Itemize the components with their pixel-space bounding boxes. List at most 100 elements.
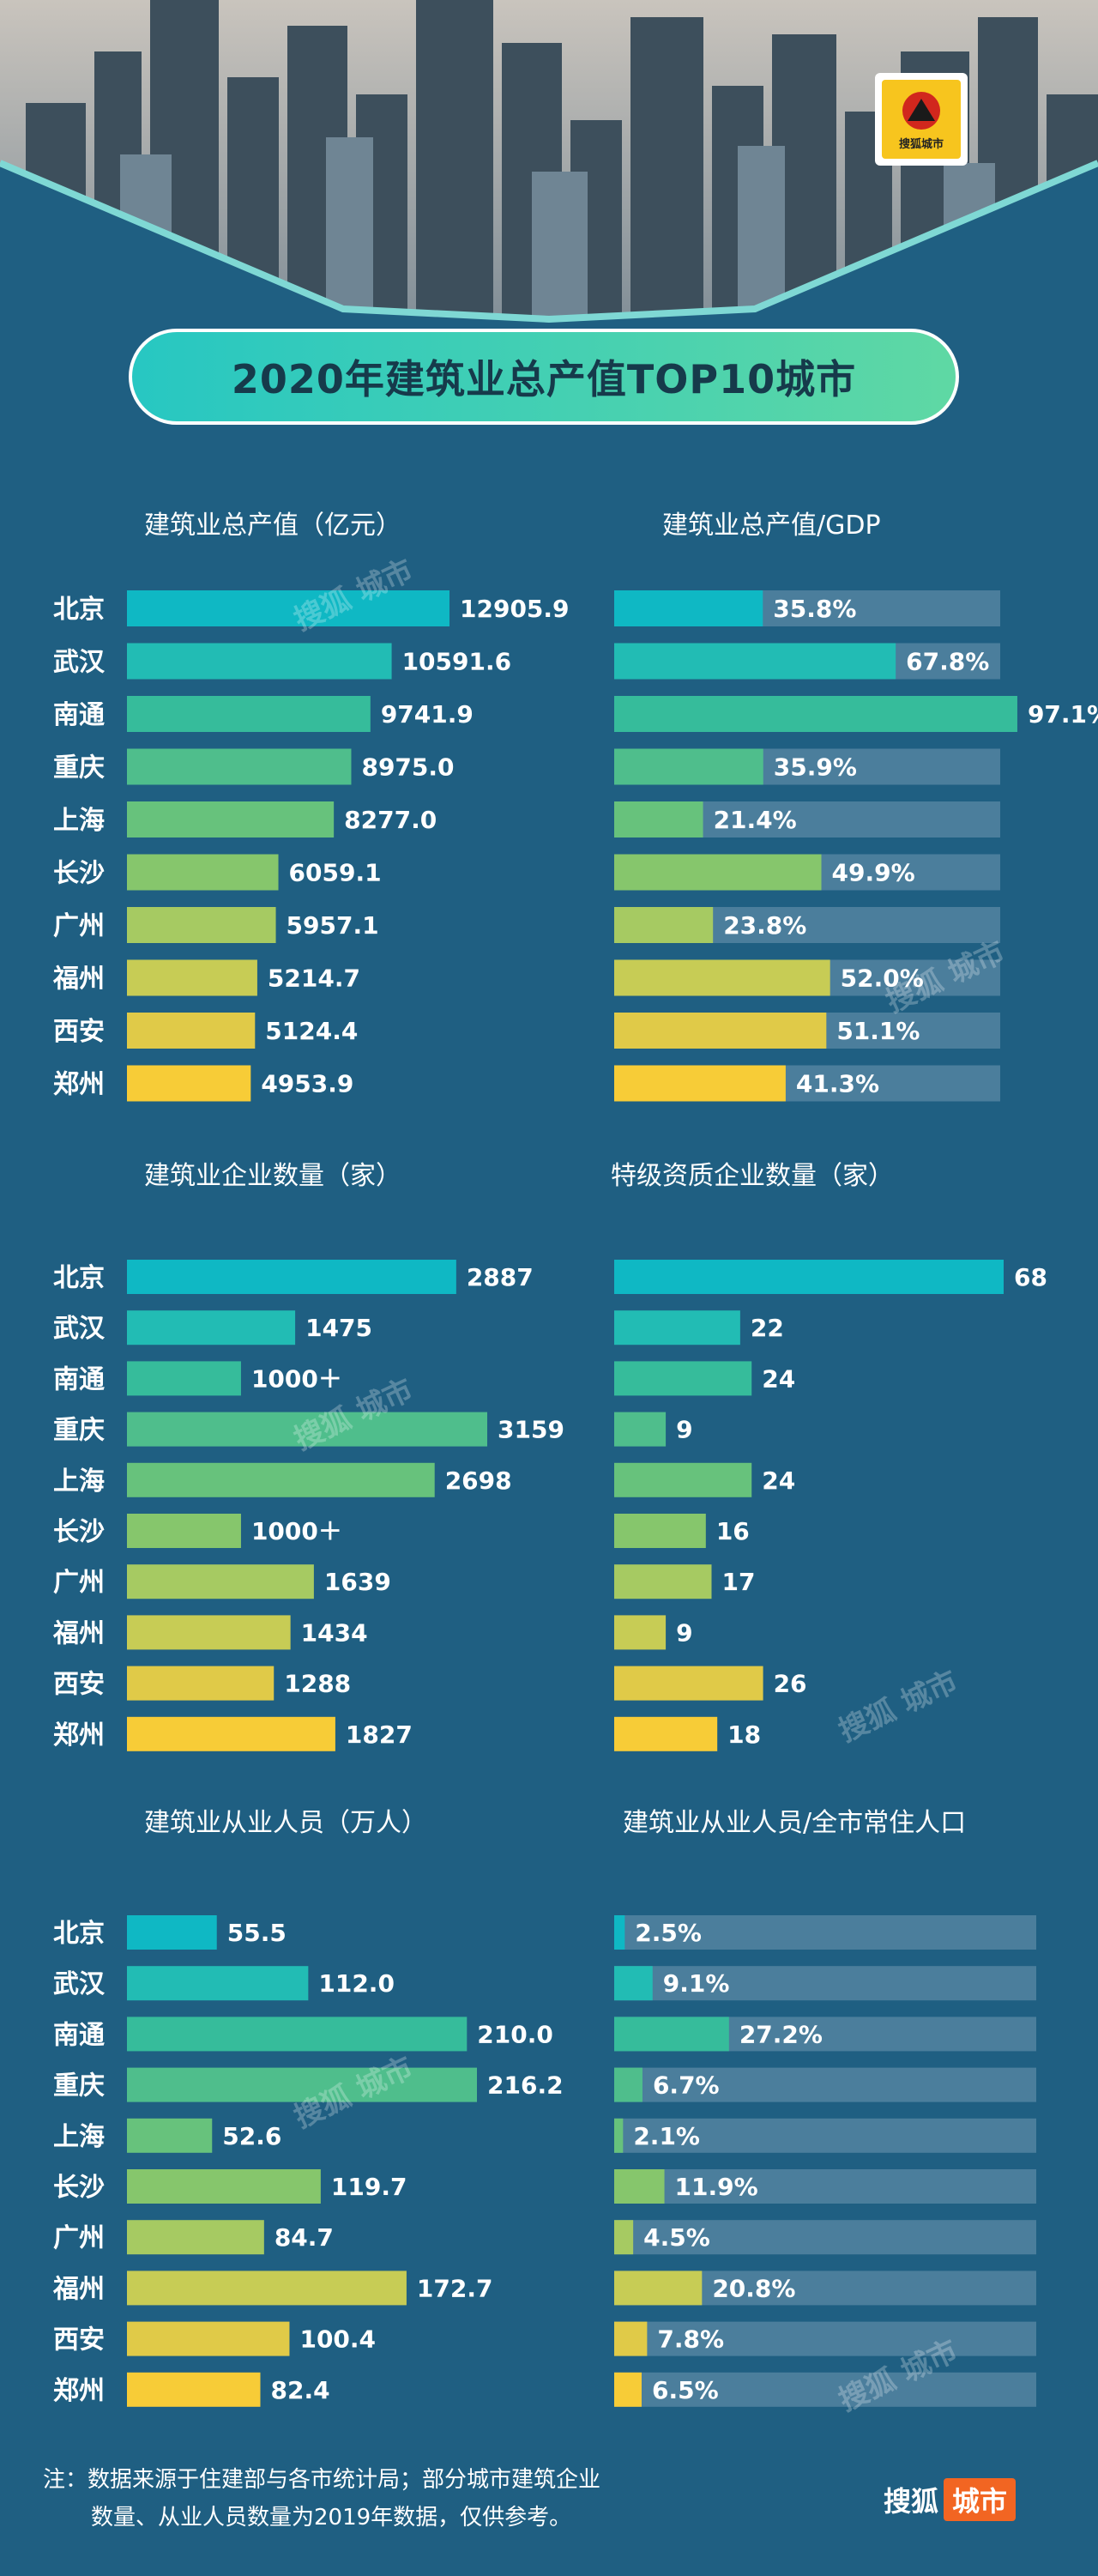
data-label: 5124.4 <box>265 1017 358 1045</box>
bar <box>127 643 392 680</box>
category-label: 南通 <box>53 1364 105 1394</box>
bar <box>614 1310 740 1345</box>
category-label: 郑州 <box>53 1070 105 1100</box>
data-label: 2.5% <box>635 1919 702 1947</box>
category-label: 郑州 <box>53 2376 105 2406</box>
category-label: 武汉 <box>53 1969 106 1999</box>
data-label: 24 <box>762 1364 795 1393</box>
bar <box>614 1915 625 1950</box>
data-label: 55.5 <box>227 1919 287 1947</box>
bar-track <box>614 2067 1036 2102</box>
bar <box>127 1260 456 1294</box>
category-label: 南通 <box>53 700 105 730</box>
bar <box>614 1065 786 1102</box>
category-label: 北京 <box>53 1919 105 1949</box>
data-label: 1000＋ <box>251 1364 342 1393</box>
data-label: 216.2 <box>487 2071 564 2100</box>
category-label: 广州 <box>53 1568 105 1598</box>
category-label: 重庆 <box>53 753 105 783</box>
data-label: 4.5% <box>643 2223 710 2252</box>
bar <box>127 907 276 943</box>
data-label: 1434 <box>301 1618 368 1647</box>
data-label: 4953.9 <box>261 1070 353 1098</box>
bar <box>614 1615 667 1650</box>
data-label: 9 <box>676 1416 692 1444</box>
brand-part-1: 搜狐 <box>884 2485 939 2518</box>
bar <box>127 1564 314 1599</box>
category-label: 长沙 <box>53 859 105 889</box>
bar <box>614 2372 642 2407</box>
category-label: 上海 <box>53 2122 105 2152</box>
category-label: 重庆 <box>53 1416 105 1446</box>
data-label: 7.8% <box>657 2325 724 2354</box>
page-title: 2020年建筑业总产值TOP10城市 <box>129 329 959 425</box>
bar <box>614 1966 653 2001</box>
bar <box>614 1412 667 1447</box>
data-label: 23.8% <box>723 911 806 940</box>
category-label: 长沙 <box>53 2173 105 2203</box>
logo-text: 搜狐城市 <box>898 138 944 151</box>
bar <box>127 1462 435 1497</box>
category-label: 西安 <box>53 1670 105 1700</box>
data-label: 8975.0 <box>361 753 454 782</box>
data-label: 1475 <box>305 1314 372 1342</box>
bar <box>614 696 1017 732</box>
category-label: 西安 <box>53 1017 105 1047</box>
bar <box>127 2067 477 2102</box>
data-label: 3159 <box>498 1416 564 1444</box>
category-label: 南通 <box>53 2020 105 2050</box>
data-label: 52.6 <box>222 2122 281 2150</box>
data-label: 10591.6 <box>402 648 512 676</box>
bar <box>127 2372 261 2407</box>
bar <box>127 1915 217 1950</box>
category-label: 重庆 <box>53 2071 105 2101</box>
footnote: 注：数据来源于住建部与各市统计局；部分城市建筑企业 数量、从业人员数量为2019… <box>43 2461 815 2537</box>
bar <box>127 1615 291 1650</box>
data-label: 24 <box>762 1466 795 1495</box>
bar <box>614 1666 763 1701</box>
category-label: 西安 <box>53 2325 105 2355</box>
data-label: 9741.9 <box>381 700 474 729</box>
category-label: 北京 <box>53 1263 105 1293</box>
bar <box>614 2220 634 2255</box>
brand-mark: 搜狐 城市 <box>884 2478 1017 2521</box>
sohu-city-logo: 搜狐城市 <box>875 73 968 166</box>
category-label: 福州 <box>52 964 105 995</box>
chart-title-6: 建筑业从业人员/全市常住人口 <box>623 1808 966 1838</box>
data-label: 52.0% <box>841 964 924 993</box>
category-label: 福州 <box>52 1618 105 1648</box>
data-label: 17 <box>722 1568 756 1596</box>
chart-title-2: 建筑业总产值/GDP <box>662 511 881 541</box>
data-label: 22 <box>751 1314 784 1342</box>
chart-title-4: 特级资质企业数量（家） <box>611 1161 894 1191</box>
data-label: 21.4% <box>714 806 797 834</box>
data-label: 51.1% <box>836 1017 920 1045</box>
bar <box>614 1716 718 1751</box>
data-label: 6.7% <box>653 2071 720 2100</box>
category-label: 武汉 <box>53 1314 106 1344</box>
category-label: 福州 <box>52 2274 105 2304</box>
data-label: 1639 <box>324 1568 391 1596</box>
category-label: 广州 <box>53 911 105 941</box>
bar <box>127 1361 241 1396</box>
bar <box>127 1966 309 2001</box>
bar <box>127 2271 407 2306</box>
bar <box>614 2067 643 2102</box>
brand-part-2: 城市 <box>944 2478 1017 2521</box>
category-label: 上海 <box>53 1466 105 1497</box>
data-label: 67.8% <box>906 648 989 676</box>
bar <box>614 1361 752 1396</box>
bar <box>614 748 763 785</box>
data-label: 1827 <box>346 1720 413 1749</box>
bar <box>614 801 703 838</box>
bar <box>127 590 449 626</box>
bar <box>614 2169 665 2204</box>
data-label: 16 <box>716 1517 750 1545</box>
data-label: 5957.1 <box>287 911 379 940</box>
data-label: 112.0 <box>318 1969 395 1998</box>
data-label: 82.4 <box>271 2376 330 2404</box>
bar <box>127 748 352 785</box>
bar <box>127 1013 256 1049</box>
bar-track <box>614 2118 1036 2153</box>
